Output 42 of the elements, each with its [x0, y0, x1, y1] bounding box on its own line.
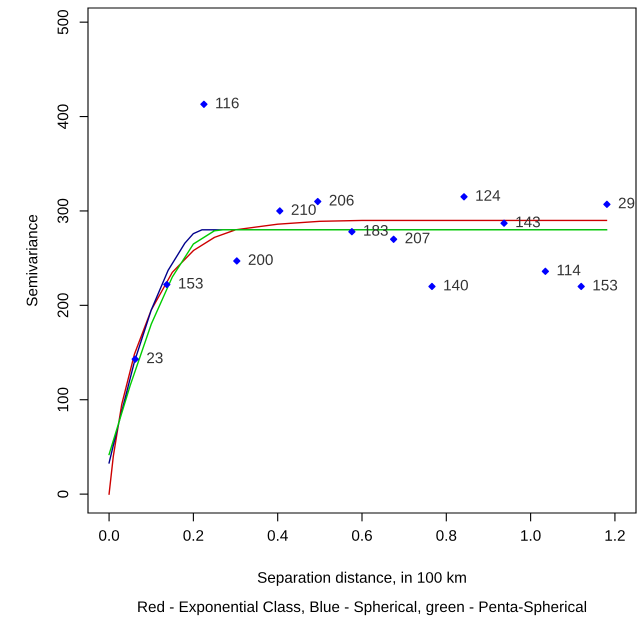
y-axis-title: Semivariance [26, 214, 38, 306]
point [233, 257, 240, 265]
annotation: 210 [292, 204, 316, 216]
x-tick-label: 0.2 [183, 530, 204, 541]
point [163, 280, 170, 288]
point [348, 228, 356, 236]
x-tick-label: 0.6 [352, 530, 372, 541]
y-tick-label: 400 [57, 104, 68, 129]
point [603, 200, 611, 208]
annotation: 153 [179, 278, 203, 289]
y-tick-label: 200 [57, 293, 68, 318]
x-tick-label: 1.2 [605, 530, 625, 541]
x-tick-label: 1.0 [521, 530, 541, 541]
text: Red - Exponential Class, Blue - Spherical, green - Penta-Spherical [138, 600, 586, 616]
annotation: 116 [216, 98, 239, 108]
x-tick-label: 0.0 [99, 530, 120, 541]
annotation: 140 [444, 280, 468, 291]
point [542, 268, 550, 275]
annotation: 200 [248, 254, 273, 266]
point [428, 282, 436, 290]
y-tick-label: 100 [57, 388, 68, 412]
y-tick-label: 300 [57, 198, 68, 224]
annotation: 29 [618, 198, 634, 208]
point [578, 282, 585, 290]
annotation: 206 [330, 194, 354, 206]
point [314, 198, 322, 206]
annotation: 114 [558, 264, 580, 276]
x-tick-label: 0.4 [268, 530, 288, 541]
annotation: 153 [593, 280, 618, 291]
point [200, 100, 208, 108]
y-tick-label: 0 [57, 490, 68, 498]
annotation: 207 [405, 232, 430, 244]
point [460, 193, 468, 200]
point [132, 356, 139, 363]
x-tick-label: 0.8 [436, 530, 456, 541]
point [500, 220, 508, 227]
y-tick-label: 500 [57, 10, 68, 34]
annotation: 23 [147, 352, 163, 364]
point [276, 207, 284, 215]
point [390, 236, 398, 243]
annotation: 124 [476, 190, 500, 201]
x-axis-title: Separation distance, in 100 km [258, 572, 466, 586]
